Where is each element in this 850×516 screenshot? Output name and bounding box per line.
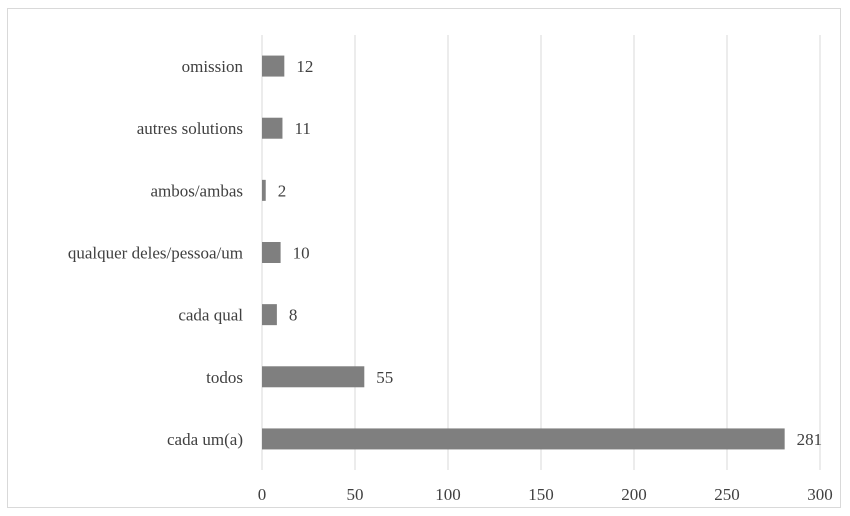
x-tick-label: 200: [621, 485, 647, 504]
bar: [262, 118, 282, 139]
x-tick-label: 50: [347, 485, 364, 504]
x-tick-label: 100: [435, 485, 461, 504]
x-tick-label: 150: [528, 485, 554, 504]
data-label: 8: [289, 306, 298, 325]
category-label: qualquer deles/pessoa/um: [68, 244, 243, 263]
category-label: cada qual: [178, 306, 243, 325]
bar: [262, 180, 266, 201]
bar: [262, 428, 785, 449]
bar: [262, 366, 364, 387]
bar: [262, 56, 284, 77]
category-label: todos: [206, 368, 243, 387]
category-label: omission: [182, 57, 244, 76]
bar: [262, 242, 281, 263]
data-label: 2: [278, 181, 287, 200]
data-label: 281: [797, 430, 823, 449]
data-label: 12: [296, 57, 313, 76]
data-label: 11: [294, 119, 310, 138]
data-label: 55: [376, 368, 393, 387]
x-tick-label: 0: [258, 485, 267, 504]
data-label: 10: [293, 244, 310, 263]
bar: [262, 304, 277, 325]
category-label: autres solutions: [137, 119, 243, 138]
category-label: cada um(a): [167, 430, 243, 449]
x-tick-label: 300: [807, 485, 833, 504]
x-tick-label: 250: [714, 485, 740, 504]
category-label: ambos/ambas: [150, 181, 243, 200]
